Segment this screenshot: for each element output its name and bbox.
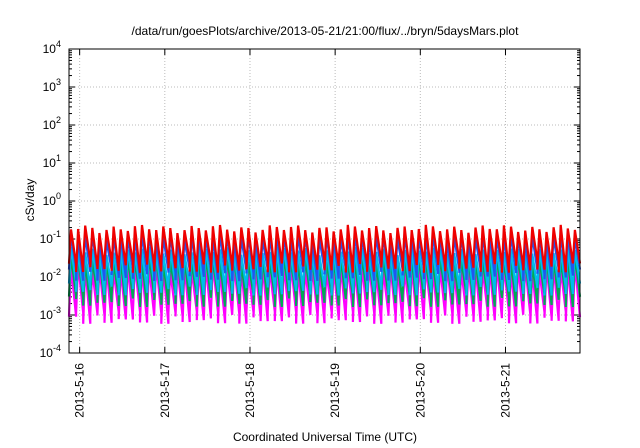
y-tick-label: 102 [43, 115, 61, 132]
y-tick-label: 10-2 [40, 267, 61, 284]
x-tick-label: 2013-5-19 [328, 363, 342, 418]
y-tick-label-base: 10 [40, 308, 54, 322]
x-tick-label: 2013-5-17 [158, 363, 172, 418]
chart-title: /data/run/goesPlots/archive/2013-05-21/2… [132, 24, 520, 38]
x-tick-label: 2013-5-18 [243, 363, 257, 418]
y-tick-label-exponent: 3 [56, 77, 61, 87]
x-tick-label: 2013-5-16 [73, 363, 87, 418]
y-tick-label: 10-4 [40, 343, 61, 360]
series-line [67, 263, 582, 324]
y-tick-label-exponent: 4 [56, 39, 61, 49]
series-line [67, 224, 582, 273]
y-tick-label-exponent: 0 [56, 191, 61, 201]
y-tick-label: 103 [43, 77, 61, 94]
y-tick-label-exponent: 1 [56, 153, 61, 163]
y-tick-label-base: 10 [43, 194, 57, 208]
plot-frame [68, 48, 581, 354]
y-tick-label-exponent: -4 [53, 343, 61, 353]
y-tick-label: 10-3 [40, 305, 61, 322]
x-tick-labels: 2013-5-16 2013-5-17 2013-5-18 2013-5-19 2013… [73, 363, 513, 418]
y-tick-label-base: 10 [43, 156, 57, 170]
y-axis-label: cSv/day [23, 179, 37, 222]
y-tick-label-base: 10 [43, 118, 57, 132]
series-group [67, 224, 582, 324]
y-tick-label-base: 10 [40, 346, 54, 360]
y-tick-label: 101 [43, 153, 61, 170]
y-tick-label: 100 [43, 191, 61, 208]
x-tick-label: 2013-5-21 [498, 363, 512, 418]
y-tick-label-base: 10 [43, 80, 57, 94]
x-tick-label: 2013-5-20 [413, 363, 427, 418]
y-tick-label-exponent: -2 [53, 267, 61, 277]
series-line [67, 254, 582, 308]
y-tick-label-exponent: -1 [53, 229, 61, 239]
y-tick-label-exponent: 2 [56, 115, 61, 125]
y-tick-label-base: 10 [43, 42, 57, 56]
y-tick-label-base: 10 [40, 232, 54, 246]
y-tick-label: 10-1 [40, 229, 61, 246]
series-line [67, 246, 582, 296]
x-axis-label: Coordinated Universal Time (UTC) [233, 430, 417, 444]
y-tick-label-base: 10 [40, 270, 54, 284]
y-tick-label-exponent: -3 [53, 305, 61, 315]
y-tick-label: 104 [43, 39, 61, 56]
